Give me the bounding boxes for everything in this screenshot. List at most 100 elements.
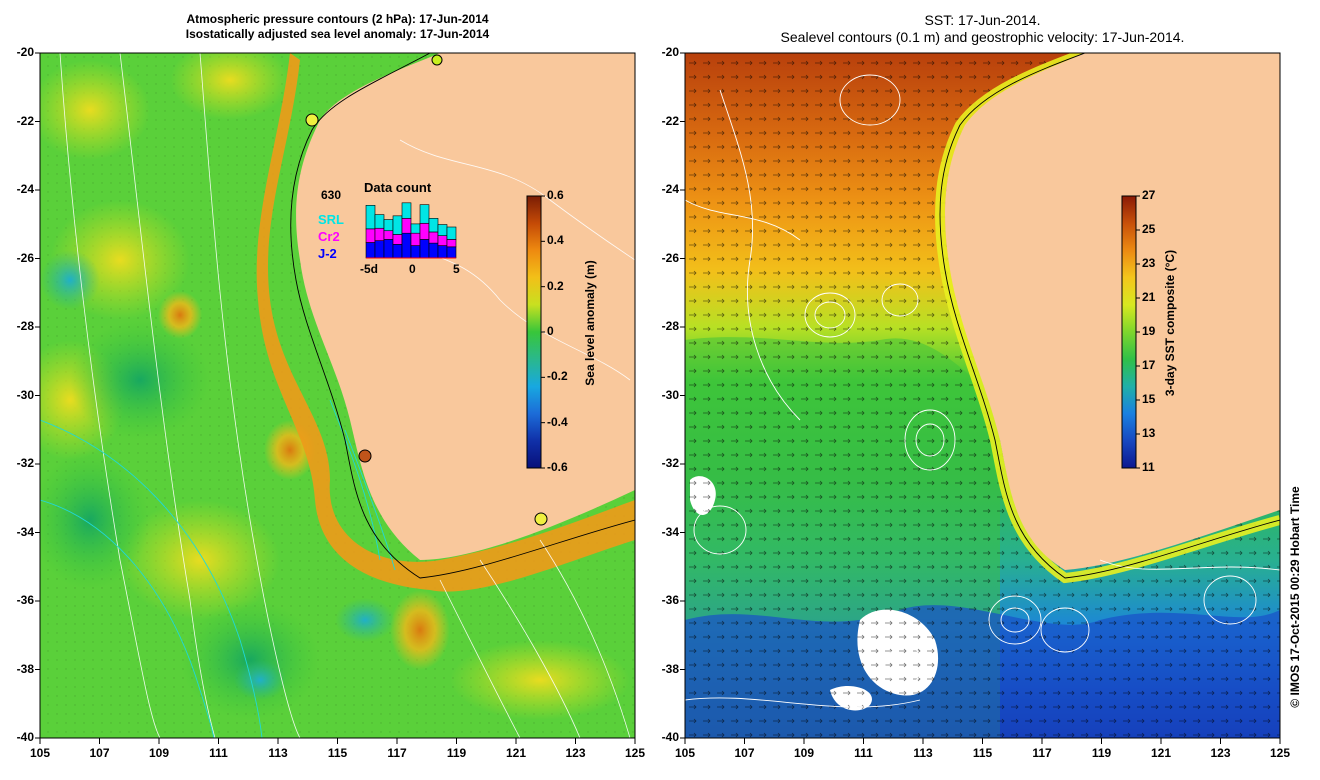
- left-title-line2: Isostatically adjusted sea level anomaly…: [185, 27, 490, 41]
- x-tick-label: 113: [268, 746, 288, 760]
- tide-gauge-marker: [305, 113, 319, 127]
- inset-xtick: -5d: [360, 262, 378, 276]
- inset-bar-srl: [401, 202, 412, 219]
- x-tick-label: 113: [913, 746, 933, 760]
- y-tick-label: -22: [661, 113, 679, 128]
- inset-bar-j2: [401, 232, 412, 259]
- inset-bar-cr2: [401, 218, 412, 234]
- x-tick-label: 111: [209, 746, 228, 760]
- x-tick-label: 105: [674, 746, 696, 760]
- inset-title: Data count: [364, 180, 432, 195]
- y-tick-label: -40: [16, 730, 34, 744]
- inset-bar-j2: [446, 246, 457, 259]
- x-tick-label: 121: [1150, 746, 1172, 760]
- y-tick-label: -40: [661, 730, 679, 744]
- x-tick-label: 109: [793, 746, 815, 760]
- right-coastline-contour: [939, 53, 1280, 579]
- inset-bar-cr2: [365, 228, 376, 243]
- right-colorbar: [1121, 195, 1137, 469]
- x-tick-label: 123: [565, 746, 586, 760]
- colorbar-tick-label: 23: [1142, 256, 1156, 270]
- inset-bar-srl: [365, 205, 376, 230]
- colorbar-tick-label: -0.2: [547, 369, 568, 384]
- y-tick-label: -28: [661, 319, 679, 333]
- right-title: SST: 17-Jun-2014. Sealevel contours (0.1…: [685, 12, 1280, 46]
- inset-bar-cr2: [374, 227, 385, 241]
- tide-gauge-marker: [431, 54, 443, 66]
- inset-xtick: 0: [409, 262, 416, 276]
- y-tick-label: -26: [16, 250, 34, 265]
- colorbar-tick-label: 21: [1142, 290, 1156, 304]
- axis-ticks: [35, 52, 1281, 744]
- y-tick-label: -26: [661, 250, 679, 265]
- x-tick-label: 115: [972, 746, 993, 760]
- y-tick-label: -28: [16, 319, 34, 333]
- inset-bar-srl: [428, 218, 439, 233]
- inset-bar-cr2: [446, 239, 457, 248]
- data-count-inset: [365, 202, 457, 259]
- inset-bar-j2: [410, 245, 421, 259]
- tide-gauge-marker: [358, 449, 372, 463]
- colorbar-tick-label: 0.6: [547, 188, 564, 202]
- x-tick-label: 105: [29, 746, 51, 760]
- x-tick-label: 123: [1210, 746, 1231, 760]
- y-tick-label: -36: [661, 593, 679, 607]
- x-tick-label: 115: [327, 746, 348, 760]
- y-tick-label: -30: [16, 387, 34, 402]
- x-tick-label: 125: [624, 746, 646, 760]
- colorbar-tick-label: 15: [1142, 392, 1156, 406]
- x-tick-label: 107: [89, 746, 110, 760]
- colorbar-tick-label: 25: [1142, 222, 1156, 236]
- inset-bar-srl: [446, 226, 457, 240]
- y-tick-label: -22: [16, 113, 34, 128]
- inset-bar-cr2: [419, 222, 430, 240]
- left-map: [40, 53, 635, 738]
- inset-legend-cr2: Cr2: [318, 229, 340, 244]
- x-tick-label: 119: [1091, 746, 1112, 760]
- inset-bar-srl: [419, 204, 430, 224]
- inset-bar-srl: [392, 215, 403, 235]
- x-tick-label: 121: [505, 746, 527, 760]
- inset-bar-cr2: [410, 232, 421, 246]
- y-tick-label: -32: [661, 456, 679, 470]
- y-tick-label: -20: [661, 45, 679, 59]
- colorbar-tick-label: 0: [547, 324, 554, 338]
- y-tick-label: -24: [661, 182, 679, 196]
- inset-count: 630: [321, 188, 342, 202]
- colorbar-tick-label: 0.2: [547, 278, 564, 293]
- y-tick-label: -38: [661, 661, 679, 676]
- x-tick-label: 111: [854, 746, 873, 760]
- inset-bar-srl: [437, 224, 448, 236]
- colorbar-tick-label: -0.4: [547, 414, 568, 429]
- inset-bar-cr2: [437, 235, 448, 246]
- y-tick-label: -34: [16, 524, 34, 539]
- left-coastal-warm-band: [256, 53, 635, 592]
- right-map: [685, 53, 1280, 738]
- inset-bar-srl: [383, 219, 394, 232]
- right-title-line1: SST: 17-Jun-2014.: [924, 12, 1041, 28]
- inset-bar-cr2: [383, 230, 394, 240]
- inset-bar-j2: [419, 239, 430, 259]
- inset-bar-j2: [383, 239, 394, 259]
- colorbar-tick-label: 11: [1142, 460, 1155, 474]
- colorbar-tick-label: 19: [1142, 324, 1156, 338]
- inset-bar-j2: [437, 245, 448, 259]
- inset-bar-srl: [374, 214, 385, 229]
- inset-legend-j2: J-2: [318, 246, 337, 261]
- inset-bar-j2: [374, 240, 385, 259]
- y-tick-label: -20: [16, 45, 34, 59]
- left-title-line1: Atmospheric pressure contours (2 hPa): 1…: [186, 12, 489, 26]
- colorbar-tick-label: 27: [1142, 188, 1156, 202]
- x-tick-label: 117: [387, 746, 407, 760]
- inset-bar-cr2: [392, 234, 403, 245]
- colorbar-tick-label: 17: [1142, 358, 1156, 372]
- x-tick-label: 117: [1032, 746, 1052, 760]
- y-tick-label: -32: [16, 456, 34, 470]
- sea-level-contours: [685, 74, 1280, 708]
- x-tick-label: 119: [446, 746, 467, 760]
- colorbar-tick-label: 0.4: [547, 233, 564, 248]
- inset-bar-cr2: [428, 231, 439, 244]
- y-tick-label: -38: [16, 661, 34, 676]
- inset-bar-srl: [410, 223, 421, 234]
